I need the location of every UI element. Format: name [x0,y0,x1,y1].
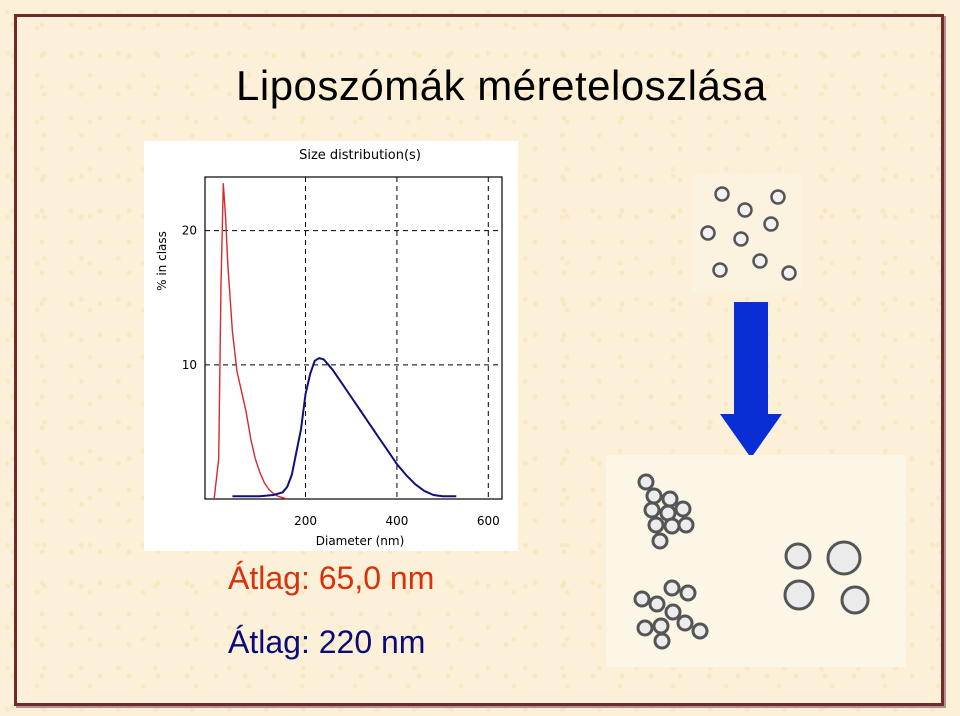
series-line-2 [232,357,457,498]
chart-series-layer [213,183,457,500]
aggregated-vesicles-panel [606,455,906,667]
slide-title: Liposzómák méreteloszlása [236,62,767,109]
chart-gridlines [205,177,502,499]
y-axis-label: % in class [155,231,169,291]
x-tick-label: 600 [477,514,500,528]
down-arrow-icon [720,302,782,458]
y-tick-label: 20 [182,224,197,238]
size-distribution-chart: Size distribution(s) 200 400 600 10 20 Diame… [144,141,518,551]
chart-svg: Size distribution(s) 200 400 600 10 20 Diame… [155,148,503,548]
small-vesicles-panel [692,174,802,292]
caption-average-red: Átlag: 65,0 nm [228,560,435,596]
x-tick-label: 200 [294,514,317,528]
y-tick-label: 10 [182,358,197,372]
dispersed-small-vesicles-icon [700,186,797,281]
x-axis-label: Diameter (nm) [316,534,405,548]
caption-average-blue: Átlag: 220 nm [228,624,426,660]
large-vesicles-icon [783,540,870,615]
plot-area-frame [204,176,503,500]
series-line-1 [213,183,288,500]
x-tick-label: 400 [385,514,408,528]
aggregated-vesicles-icon [633,473,870,650]
slide-frame [14,14,944,706]
chart-title: Size distribution(s) [299,148,421,163]
chart-tick-labels: 200 400 600 10 20 [182,224,500,528]
